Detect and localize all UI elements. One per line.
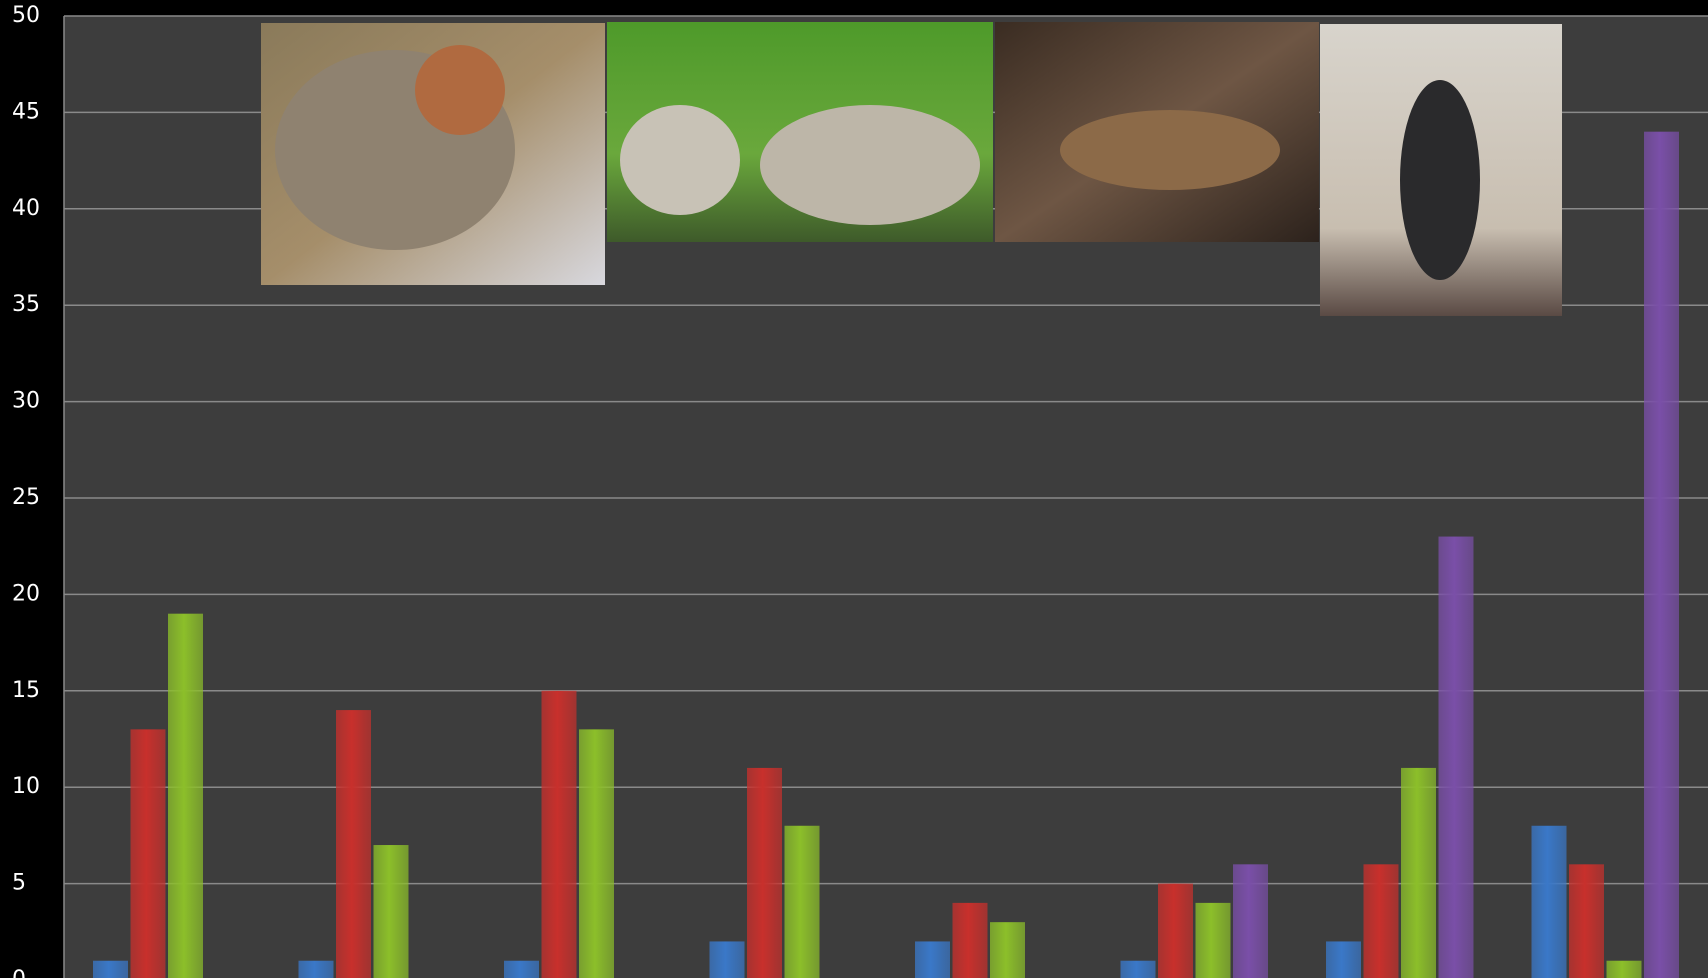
y-tick-label: 10 — [12, 774, 40, 799]
bar — [1644, 131, 1679, 978]
woodcock-shape — [1060, 110, 1280, 190]
bar — [579, 729, 614, 978]
bar — [952, 902, 988, 978]
bar — [541, 690, 577, 978]
bar — [1531, 825, 1567, 978]
y-tick-label: 50 — [12, 3, 40, 28]
bars — [93, 131, 1679, 978]
y-tick-label: 20 — [12, 581, 40, 606]
y-tick-label: 45 — [12, 99, 40, 124]
partridge-head — [415, 45, 505, 135]
y-tick-label: 5 — [12, 871, 26, 896]
bar — [1233, 864, 1268, 978]
bar — [1606, 960, 1642, 978]
bar — [373, 845, 409, 978]
dove-shape — [760, 105, 980, 225]
bar — [747, 767, 782, 978]
bar — [1438, 536, 1474, 978]
dove-shape — [620, 105, 740, 215]
bar — [784, 825, 820, 978]
bar — [1569, 864, 1604, 978]
cormorant-shape — [1400, 80, 1480, 280]
bar — [990, 922, 1025, 978]
y-tick-label: 40 — [12, 196, 40, 221]
bar — [298, 960, 334, 978]
y-tick-label: 0 — [12, 967, 26, 978]
bar — [1401, 767, 1436, 978]
bar — [1158, 883, 1193, 978]
y-tick-label: 35 — [12, 292, 40, 317]
y-tick-label: 30 — [12, 389, 40, 414]
photos — [261, 22, 1562, 316]
bar — [709, 941, 745, 978]
y-tick-label: 25 — [12, 485, 40, 510]
bar — [1326, 941, 1361, 978]
bar — [130, 729, 166, 978]
bar — [93, 960, 128, 978]
bar — [1363, 864, 1399, 978]
bar — [336, 710, 371, 978]
bar — [1120, 960, 1156, 978]
bar — [1195, 902, 1231, 978]
bar — [168, 613, 203, 978]
bar — [504, 960, 539, 978]
bar — [915, 941, 950, 978]
y-tick-label: 15 — [12, 678, 40, 703]
